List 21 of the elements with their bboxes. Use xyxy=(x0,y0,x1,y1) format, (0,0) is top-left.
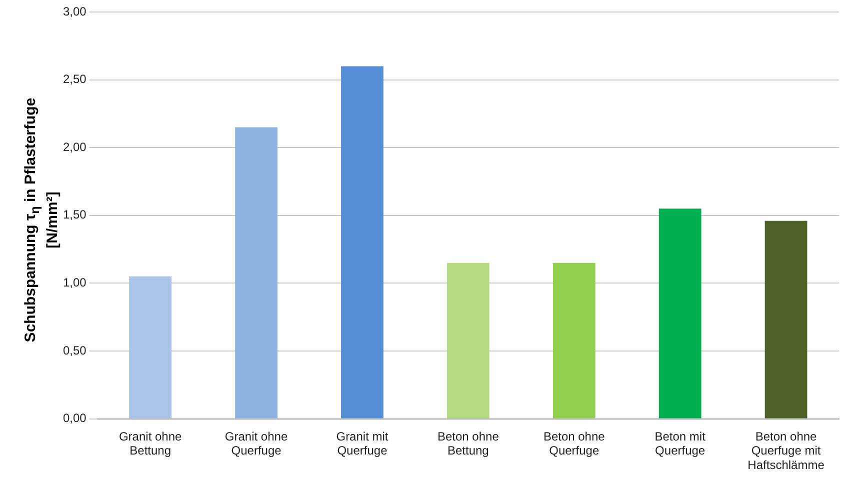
x-tick-label: Granit ohne Bettung xyxy=(118,429,182,458)
y-tick-label: 1,50 xyxy=(62,208,87,222)
y-tick-label: 2,00 xyxy=(62,140,87,154)
x-tick-label: Beton ohne Querfuge xyxy=(543,429,606,458)
y-tick-label: 3,00 xyxy=(62,4,87,18)
bar xyxy=(235,127,278,418)
x-tick-label: Granit mit Querfuge xyxy=(336,429,389,458)
x-tick-label: Beton ohne Bettung xyxy=(437,429,500,458)
y-tick-label: 0,00 xyxy=(62,411,87,426)
y-tick-label: 2,50 xyxy=(62,72,87,86)
bar xyxy=(552,262,596,418)
bar xyxy=(764,220,808,418)
bar xyxy=(446,262,490,418)
bar xyxy=(341,66,384,418)
x-tick-label: Beton ohne Querfuge mit Haftschlämme xyxy=(748,429,825,472)
bar xyxy=(129,276,172,418)
x-tick-label: Granit ohne Querfuge xyxy=(224,429,288,458)
y-tick-label: 1,00 xyxy=(62,276,87,290)
x-tick-label: Beton mit Querfuge xyxy=(654,429,706,458)
bar xyxy=(658,208,702,418)
y-tick-label: 0,50 xyxy=(62,343,87,358)
